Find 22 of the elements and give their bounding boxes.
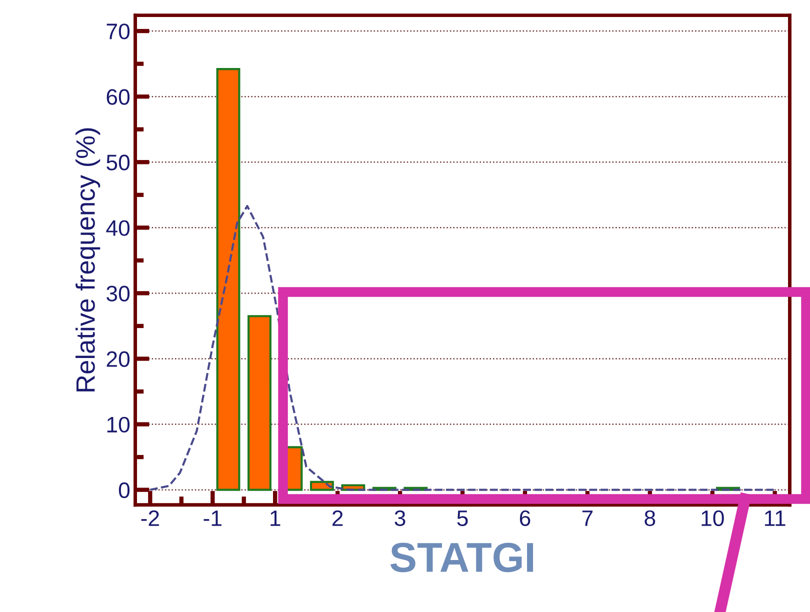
x-tick-label: 10 bbox=[702, 510, 724, 526]
x-tick-label: 2 bbox=[332, 510, 343, 526]
y-tick-label: 30 bbox=[106, 286, 130, 302]
y-tick-label: 60 bbox=[106, 89, 130, 105]
x-tick-label: -1 bbox=[204, 510, 222, 526]
y-tick-label: 40 bbox=[106, 220, 130, 236]
y-tick-label: 0 bbox=[118, 482, 130, 498]
y-tick-label: 10 bbox=[107, 416, 130, 433]
x-tick-label: 7 bbox=[582, 510, 593, 526]
x-tick-label: 5 bbox=[457, 510, 468, 526]
y-tick-label: 20 bbox=[106, 351, 130, 368]
y-tick-label: 70 bbox=[106, 24, 130, 40]
y-axis-title: Relative frequency (%) bbox=[76, 128, 100, 392]
y-tick-label: 50 bbox=[106, 154, 130, 170]
x-tick-label: -2 bbox=[141, 510, 159, 526]
x-tick-label: 3 bbox=[394, 510, 406, 526]
x-tick-label: 1 bbox=[270, 510, 280, 526]
x-tick-label: 8 bbox=[644, 510, 656, 526]
x-axis-title: STATGI bbox=[390, 542, 534, 572]
x-tick-label: 11 bbox=[765, 510, 786, 526]
x-tick-label: 6 bbox=[520, 510, 530, 526]
line-series bbox=[149, 204, 776, 491]
